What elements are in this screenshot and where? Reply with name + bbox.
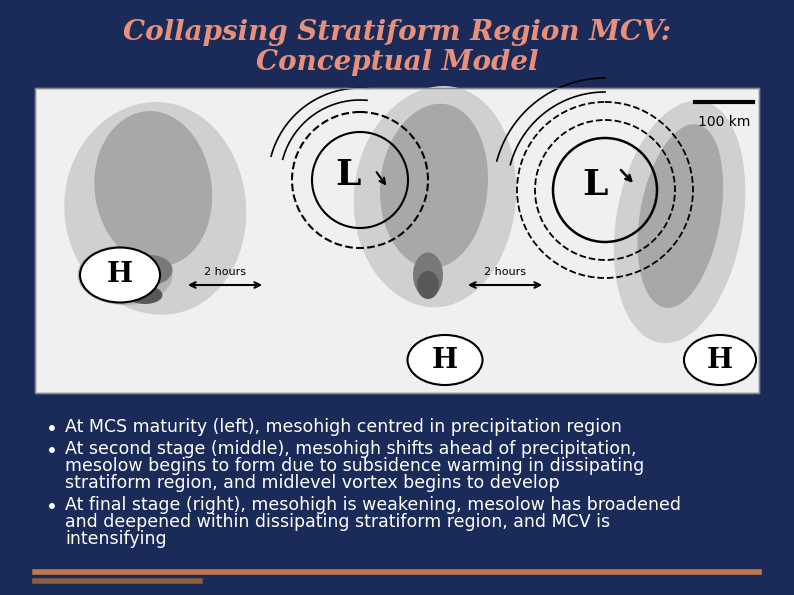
- Text: L: L: [335, 158, 360, 192]
- Text: At second stage (middle), mesohigh shifts ahead of precipitation,: At second stage (middle), mesohigh shift…: [65, 440, 637, 458]
- Text: •: •: [46, 498, 58, 517]
- Polygon shape: [65, 103, 245, 314]
- Text: 2 hours: 2 hours: [484, 267, 526, 277]
- Text: intensifying: intensifying: [65, 530, 167, 548]
- Polygon shape: [95, 112, 211, 265]
- Text: L: L: [582, 168, 607, 202]
- Text: •: •: [46, 442, 58, 461]
- Ellipse shape: [80, 248, 160, 302]
- Ellipse shape: [684, 335, 756, 385]
- Text: Collapsing Stratiform Region MCV:: Collapsing Stratiform Region MCV:: [123, 18, 671, 45]
- Polygon shape: [354, 87, 515, 306]
- Text: H: H: [107, 261, 133, 289]
- Text: stratiform region, and midlevel vortex begins to develop: stratiform region, and midlevel vortex b…: [65, 474, 560, 492]
- Text: At final stage (right), mesohigh is weakening, mesolow has broadened: At final stage (right), mesohigh is weak…: [65, 496, 681, 514]
- Polygon shape: [380, 105, 488, 268]
- Ellipse shape: [417, 271, 439, 299]
- Ellipse shape: [78, 245, 172, 305]
- Ellipse shape: [407, 335, 483, 385]
- Text: •: •: [46, 420, 58, 439]
- Text: Conceptual Model: Conceptual Model: [256, 49, 538, 76]
- Text: and deepened within dissipating stratiform region, and MCV is: and deepened within dissipating stratifo…: [65, 513, 610, 531]
- Polygon shape: [615, 101, 745, 343]
- Text: At MCS maturity (left), mesohigh centred in precipitation region: At MCS maturity (left), mesohigh centred…: [65, 418, 622, 436]
- Ellipse shape: [128, 255, 172, 285]
- Text: H: H: [432, 346, 458, 374]
- Ellipse shape: [413, 252, 443, 298]
- Text: 2 hours: 2 hours: [204, 267, 246, 277]
- Text: 100 km: 100 km: [698, 115, 750, 129]
- Ellipse shape: [128, 286, 163, 304]
- Text: mesolow begins to form due to subsidence warming in dissipating: mesolow begins to form due to subsidence…: [65, 457, 644, 475]
- Bar: [35, 88, 759, 393]
- Bar: [35, 88, 759, 393]
- Polygon shape: [638, 125, 723, 307]
- Text: H: H: [707, 346, 733, 374]
